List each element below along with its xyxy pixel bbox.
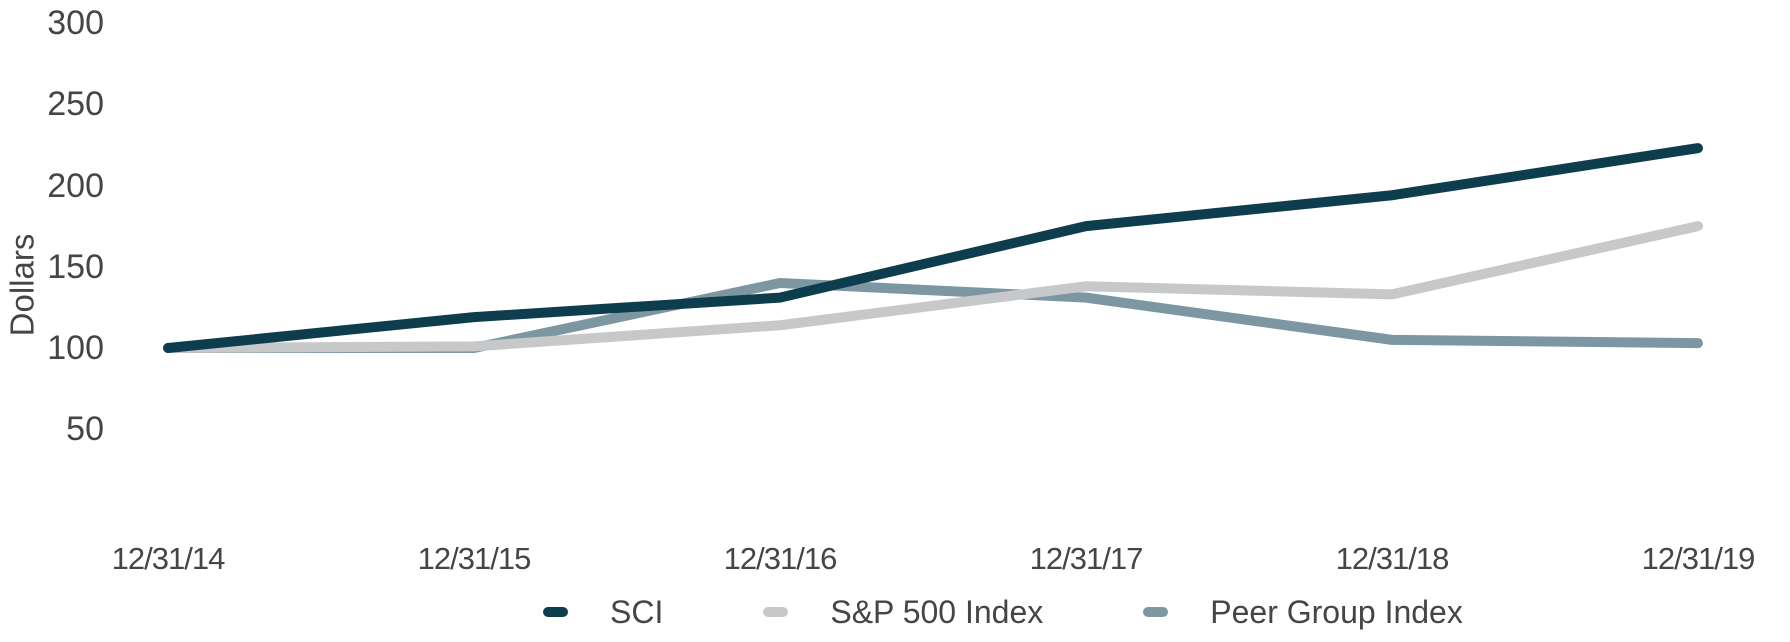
series-line-sci	[163, 143, 1703, 353]
legend-item-s-p-500-index: S&P 500 Index	[763, 596, 1043, 628]
y-tick-label: 150	[47, 247, 104, 286]
y-tick-label: 250	[47, 85, 104, 124]
x-tick-label: 12/31/18	[1335, 541, 1450, 576]
y-tick-label: 200	[47, 166, 104, 205]
legend-swatch-icon	[543, 607, 568, 617]
x-tick-label: 12/31/19	[1641, 541, 1756, 576]
x-tick-label: 12/31/16	[723, 541, 838, 576]
legend-label: SCI	[610, 594, 664, 630]
y-tick-label: 100	[47, 329, 104, 367]
x-tick-label: 12/31/14	[111, 541, 226, 576]
series-line-s-p-500-index	[163, 221, 1703, 353]
legend-swatch-icon	[1143, 607, 1169, 617]
legend-label: Peer Group Index	[1210, 594, 1463, 630]
y-tick-label: 50	[66, 410, 104, 449]
legend-item-peer-group-index: Peer Group Index	[1143, 596, 1463, 628]
series-line-peer-group-index	[163, 278, 1703, 353]
x-tick-label: 12/31/15	[417, 541, 532, 576]
x-tick-label: 12/31/17	[1029, 541, 1144, 576]
legend-swatch-icon	[763, 607, 789, 617]
legend: SCI S&P 500 Index Peer Group Index	[543, 596, 1463, 628]
legend-label: S&P 500 Index	[830, 594, 1044, 630]
y-tick-label: 300	[47, 4, 104, 42]
legend-item-sci: SCI	[543, 596, 663, 628]
